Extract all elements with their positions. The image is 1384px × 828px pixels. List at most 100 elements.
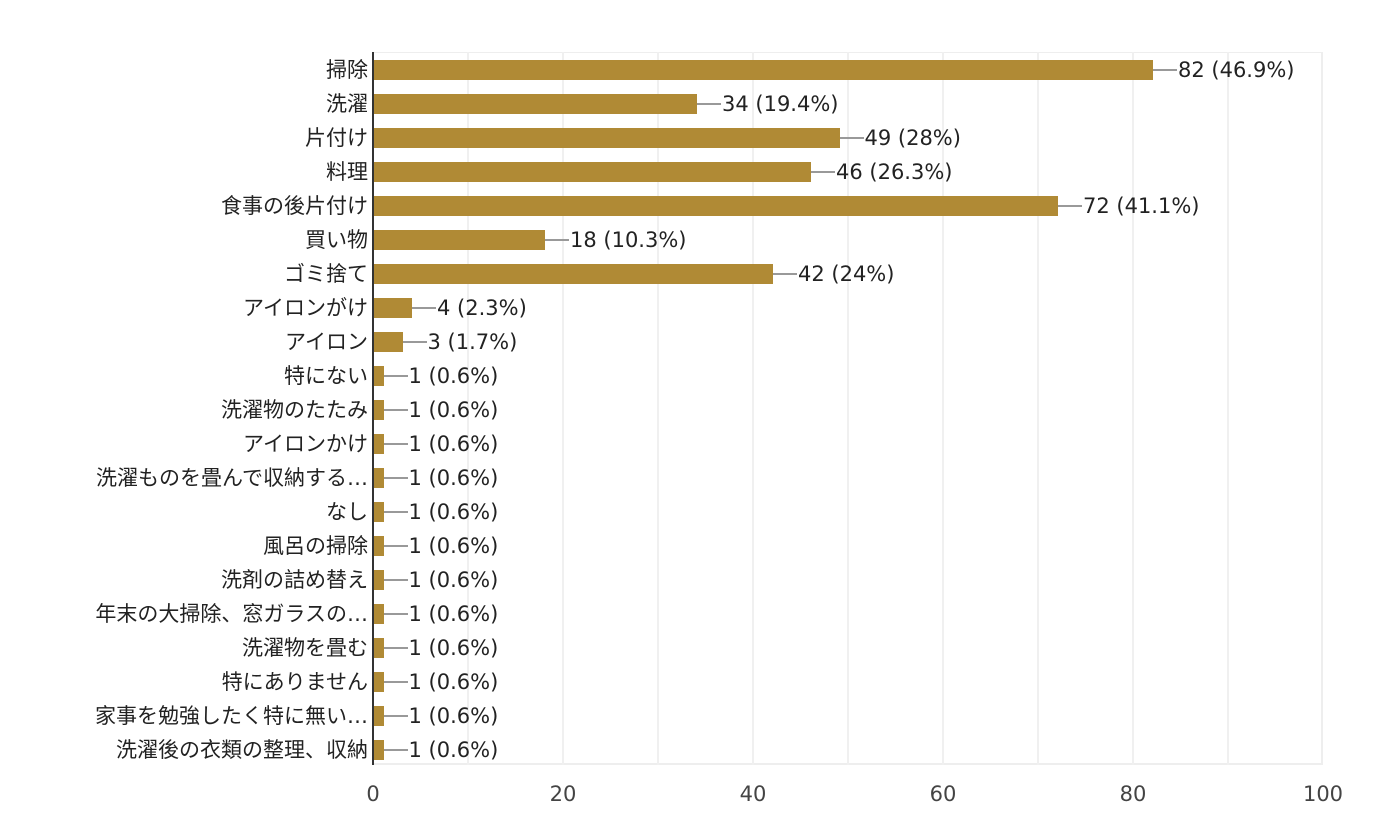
category-label: アイロンかけ xyxy=(243,432,368,456)
bar-row: 特にありません 1 (0.6%) xyxy=(0,665,1384,699)
value-label: 1 (0.6%) xyxy=(408,364,499,388)
value-label: 3 (1.7%) xyxy=(427,330,518,354)
label-leader-line xyxy=(383,681,408,683)
label-leader-line xyxy=(383,375,408,377)
value-label: 1 (0.6%) xyxy=(408,500,499,524)
bar-row: 年末の大掃除、窓ガラスの… 1 (0.6%) xyxy=(0,597,1384,631)
label-leader-line xyxy=(383,477,408,479)
bar[interactable] xyxy=(374,60,1153,80)
label-leader-line xyxy=(773,273,797,275)
bar[interactable] xyxy=(374,706,384,726)
bar-row: 特にない 1 (0.6%) xyxy=(0,359,1384,393)
bar[interactable] xyxy=(374,434,384,454)
label-leader-line xyxy=(383,443,408,445)
bar[interactable] xyxy=(374,638,384,658)
value-label: 1 (0.6%) xyxy=(408,670,499,694)
bar[interactable] xyxy=(374,230,545,250)
value-label: 1 (0.6%) xyxy=(408,398,499,422)
category-label: 家事を勉強したく特に無い… xyxy=(95,704,368,728)
x-tick-label: 100 xyxy=(1302,782,1344,806)
bar[interactable] xyxy=(374,502,384,522)
label-leader-line xyxy=(383,579,408,581)
label-leader-line xyxy=(412,307,436,309)
bar-row: 家事を勉強したく特に無い… 1 (0.6%) xyxy=(0,699,1384,733)
category-label: 風呂の掃除 xyxy=(263,534,368,558)
bar-row: なし 1 (0.6%) xyxy=(0,495,1384,529)
gridline xyxy=(467,52,469,765)
bar[interactable] xyxy=(374,128,840,148)
category-label: 食事の後片付け xyxy=(221,194,368,218)
bar-row: 風呂の掃除 1 (0.6%) xyxy=(0,529,1384,563)
label-leader-line xyxy=(383,409,408,411)
bar[interactable] xyxy=(374,468,384,488)
label-leader-line xyxy=(811,171,835,173)
bar[interactable] xyxy=(374,332,403,352)
bar[interactable] xyxy=(374,740,384,760)
gridline xyxy=(942,52,944,765)
x-tick-label: 0 xyxy=(366,782,380,806)
value-label: 1 (0.6%) xyxy=(408,704,499,728)
category-label: アイロン xyxy=(285,330,368,354)
label-leader-line xyxy=(545,239,569,241)
bar[interactable] xyxy=(374,264,773,284)
bar-row: アイロンがけ 4 (2.3%) xyxy=(0,291,1384,325)
bar-row: アイロン 3 (1.7%) xyxy=(0,325,1384,359)
bar[interactable] xyxy=(374,536,384,556)
category-label: アイロンがけ xyxy=(243,296,368,320)
value-label: 18 (10.3%) xyxy=(570,228,687,252)
y-axis-line xyxy=(372,52,374,765)
category-label: 洗濯物を畳む xyxy=(242,636,368,660)
label-leader-line xyxy=(839,137,864,139)
bar[interactable] xyxy=(374,196,1058,216)
value-label: 1 (0.6%) xyxy=(408,534,499,558)
gridline xyxy=(1037,52,1039,765)
label-leader-line xyxy=(383,545,408,547)
bar-row: 片付け 49 (28%) xyxy=(0,121,1384,155)
category-label: なし xyxy=(326,500,368,524)
bar[interactable] xyxy=(374,672,384,692)
x-tick-label: 80 xyxy=(1119,782,1147,806)
category-label: 片付け xyxy=(305,126,368,150)
bar-row: ゴミ捨て 42 (24%) xyxy=(0,257,1384,291)
bar[interactable] xyxy=(374,366,384,386)
value-label: 4 (2.3%) xyxy=(437,296,527,320)
gridline xyxy=(1227,52,1229,765)
value-label: 46 (26.3%) xyxy=(836,160,953,184)
x-tick-label: 60 xyxy=(929,782,957,806)
category-label: 洗濯 xyxy=(326,92,368,116)
bar[interactable] xyxy=(374,570,384,590)
category-label: 掃除 xyxy=(326,58,368,82)
bar[interactable] xyxy=(374,400,384,420)
bar-row: 洗剤の詰め替え 1 (0.6%) xyxy=(0,563,1384,597)
bar-row: 掃除 82 (46.9%) xyxy=(0,53,1384,87)
bar[interactable] xyxy=(374,298,412,318)
label-leader-line xyxy=(1058,205,1082,207)
bar-row: 買い物 18 (10.3%) xyxy=(0,223,1384,257)
value-label: 49 (28%) xyxy=(864,126,961,150)
category-label: ゴミ捨て xyxy=(284,262,368,286)
category-label: 洗濯後の衣類の整理、収納 xyxy=(116,738,368,762)
gridline xyxy=(562,52,564,765)
label-leader-line xyxy=(383,511,408,513)
x-tick-label: 40 xyxy=(739,782,767,806)
bar[interactable] xyxy=(374,604,384,624)
label-leader-line xyxy=(402,341,427,343)
bar[interactable] xyxy=(374,162,811,182)
value-label: 82 (46.9%) xyxy=(1178,58,1295,82)
value-label: 72 (41.1%) xyxy=(1083,194,1200,218)
bar-row: 洗濯ものを畳んで収納する… 1 (0.6%) xyxy=(0,461,1384,495)
label-leader-line xyxy=(697,103,721,105)
bar-row: 洗濯後の衣類の整理、収納 1 (0.6%) xyxy=(0,733,1384,767)
bar-row: 食事の後片付け 72 (41.1%) xyxy=(0,189,1384,223)
bar[interactable] xyxy=(374,94,697,114)
category-label: 洗濯物のたたみ xyxy=(221,398,368,422)
label-leader-line xyxy=(383,749,408,751)
bar-row: 洗濯物のたたみ 1 (0.6%) xyxy=(0,393,1384,427)
category-label: 洗濯ものを畳んで収納する… xyxy=(96,466,368,490)
gridline xyxy=(657,52,659,765)
bar-row: 洗濯 34 (19.4%) xyxy=(0,87,1384,121)
value-label: 1 (0.6%) xyxy=(408,636,499,660)
category-label: 特にありません xyxy=(221,670,368,694)
label-leader-line xyxy=(383,715,408,717)
